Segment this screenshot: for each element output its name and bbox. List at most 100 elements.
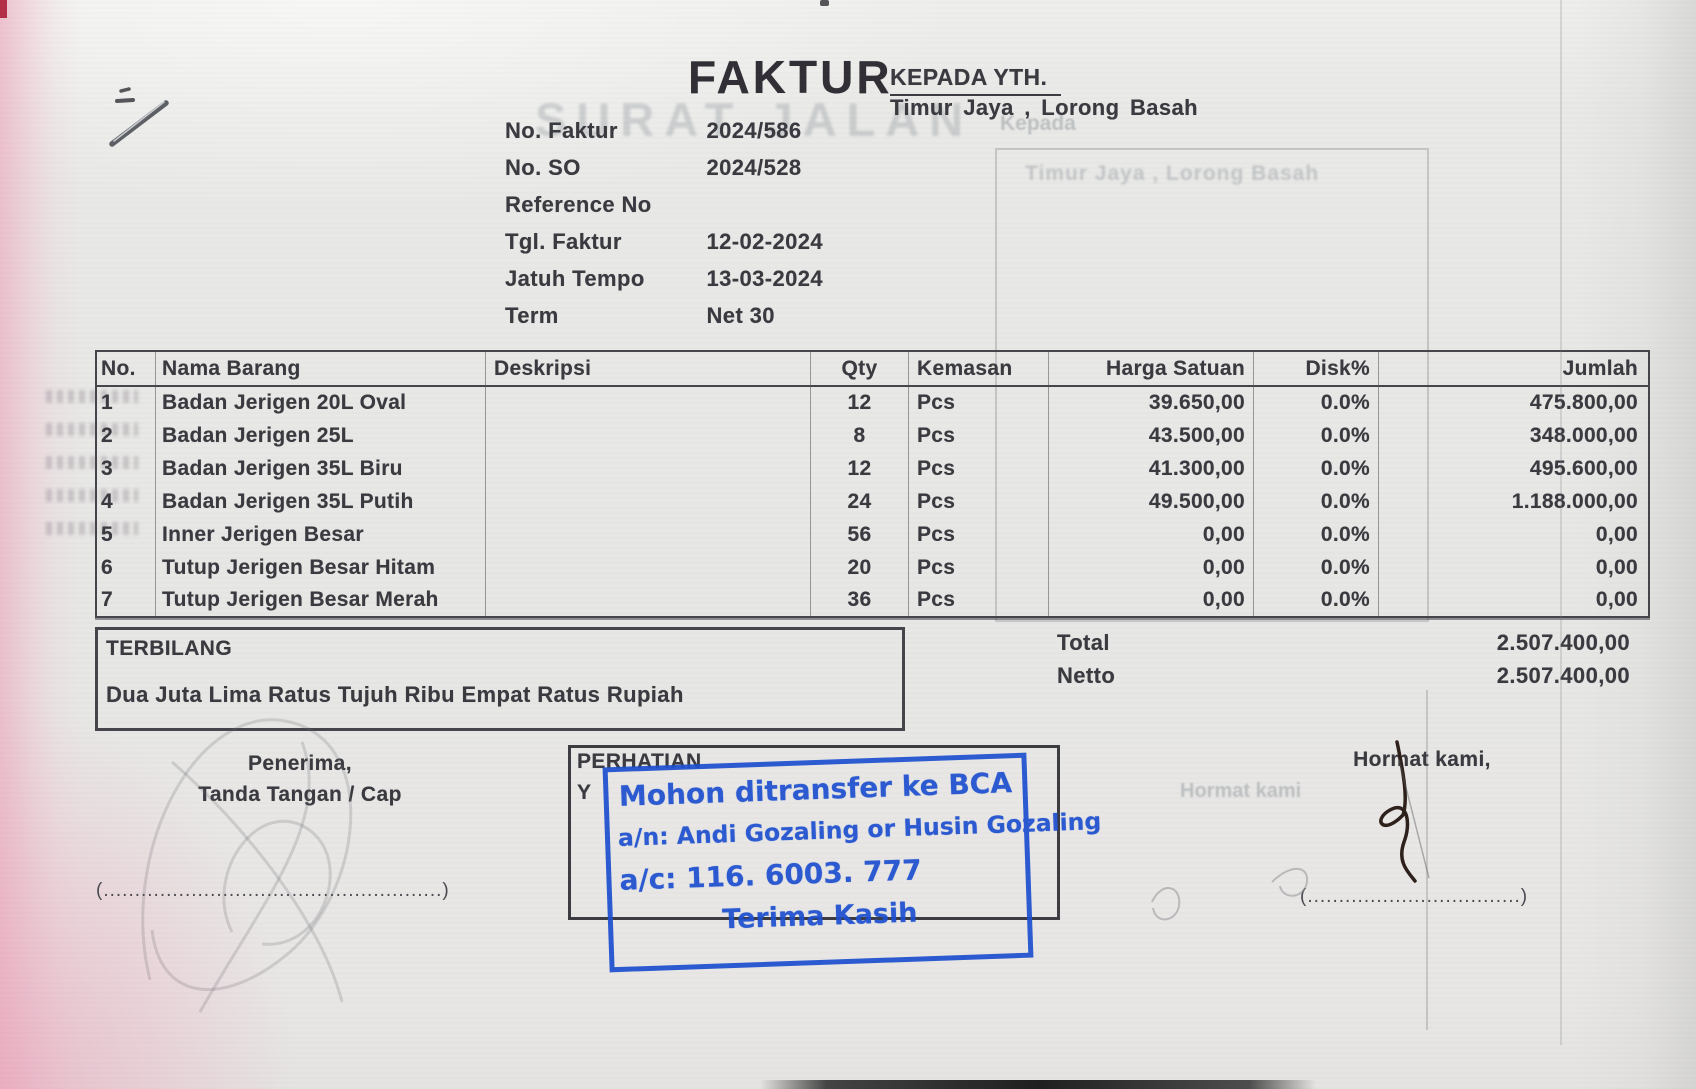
scan-bottom-edge (760, 1080, 1316, 1089)
table-cell: 24 (810, 485, 909, 518)
table-cell: Badan Jerigen 35L Putih (155, 485, 486, 518)
table-cell: 20 (810, 551, 909, 584)
stamp-line-account-number: a/c: 116. 6003. 777 (618, 853, 923, 897)
table-cell (485, 485, 811, 518)
scan-top-speck (820, 0, 829, 6)
table-cell: Pcs (908, 551, 1049, 584)
table-cell: Badan Jerigen 35L Biru (155, 452, 486, 485)
table-row: 1 Badan Jerigen 20L Oval 12 Pcs 39.650,00 0.0… (96, 386, 1649, 419)
table-cell: Inner Jerigen Besar (155, 518, 486, 551)
total-value: 2.507.400,00 (1496, 630, 1630, 655)
table-cell: 2 (101, 423, 113, 447)
meta-row-tgl-faktur: Tgl. Faktur 12-02-2024 (505, 229, 823, 266)
meta-row-jatuh-tempo: Jatuh Tempo 13-03-2024 (505, 266, 823, 303)
receiver-sublabel: Tanda Tangan / Cap (198, 783, 402, 806)
terbilang-amount-in-words: Dua Juta Lima Ratus Tujuh Ribu Empat Rat… (106, 682, 684, 707)
table-cell: Pcs (908, 386, 1049, 419)
table-cell (485, 419, 811, 452)
table-cell: Pcs (908, 419, 1049, 452)
table-cell: 36 (810, 584, 909, 617)
meta-row-no-faktur: No. Faktur 2024/586 (505, 118, 823, 155)
meta-value: 13-03-2024 (706, 266, 824, 291)
table-cell: 49.500,00 (1048, 485, 1254, 518)
column-header-kemasan: Kemasan (908, 351, 1049, 387)
netto-row: Netto 2.507.400,00 (1040, 663, 1640, 696)
table-cell: Badan Jerigen 25L (155, 419, 486, 452)
table-cell: 0.0% (1253, 386, 1379, 419)
table-cell: 0,00 (1048, 551, 1254, 584)
meta-label: Tgl. Faktur (505, 229, 622, 254)
staple-icon (109, 87, 169, 147)
table-row: 6 Tutup Jerigen Besar Hitam 20 Pcs 0,00 0.0% 0… (96, 551, 1649, 584)
meta-row-term: Term Net 30 (505, 303, 823, 340)
table-cell: 495.600,00 (1378, 452, 1649, 485)
scan-left-bottom-tint (0, 669, 320, 1089)
meta-value: Net 30 (706, 303, 775, 328)
meta-value: 2024/528 (706, 155, 802, 180)
meta-label: Jatuh Tempo (505, 266, 645, 291)
document-title: FAKTUR (688, 51, 893, 103)
netto-value: 2.507.400,00 (1496, 663, 1630, 688)
summary: Total 2.507.400,00 Netto 2.507.400,00 (1040, 630, 1640, 696)
stamp-line-account-name: a/n: Andi Gozaling or Husin Gozaling (617, 807, 1102, 852)
meta-value: 12-02-2024 (706, 229, 824, 254)
table-cell: 43.500,00 (1048, 419, 1254, 452)
table-cell: 1.188.000,00 (1378, 485, 1649, 518)
table-cell: 0,00 (1378, 584, 1649, 617)
table-cell: 8 (810, 419, 909, 452)
terbilang-box: TERBILANG Dua Juta Lima Ratus Tujuh Ribu… (95, 627, 905, 731)
table-cell: Tutup Jerigen Besar Merah (155, 584, 486, 617)
total-row: Total 2.507.400,00 (1040, 630, 1640, 663)
stamp-line-transfer: Mohon ditransfer ke BCA (618, 766, 1013, 813)
column-header-harga-satuan: Harga Satuan (1048, 351, 1254, 387)
meta-row-no-so: No. SO 2024/528 (505, 155, 823, 192)
sender-signature-line: (..................................) (1300, 886, 1529, 907)
table-cell: 0.0% (1253, 419, 1379, 452)
table-cell: 0.0% (1253, 485, 1379, 518)
column-header-qty: Qty (810, 351, 909, 387)
meta-row-reference-no: Reference No (505, 192, 823, 229)
recipient-name: Timur Jaya , Lorong Basah (890, 95, 1199, 120)
ghost-address-text: Timur Jaya , Lorong Basah (1025, 162, 1320, 185)
table-cell: 0.0% (1253, 584, 1379, 617)
table-cell: 0,00 (1378, 551, 1649, 584)
table-cell: Pcs (908, 518, 1049, 551)
table-cell: 39.650,00 (1048, 386, 1254, 419)
table-row: 2 Badan Jerigen 25L 8 Pcs 43.500,00 0.0% 348.0… (96, 419, 1649, 452)
scan-left-pink-edge (0, 0, 95, 1089)
table-cell: 0.0% (1253, 452, 1379, 485)
table-cell: 5 (101, 522, 113, 546)
meta-label: Reference No (505, 192, 652, 217)
column-header-nama-barang: Nama Barang (155, 351, 486, 387)
table-cell: 0.0% (1253, 551, 1379, 584)
scan-corner-mark (0, 0, 7, 18)
total-label: Total (1057, 630, 1110, 655)
items-table: No. Nama Barang Deskripsi Qty Kemasan Harga S… (95, 350, 1650, 618)
invoice-meta: No. Faktur 2024/586 No. SO 2024/528 Refe… (505, 118, 823, 340)
table-cell: 6 (101, 555, 113, 579)
table-cell: 4 (101, 489, 113, 513)
table-cell: Tutup Jerigen Besar Hitam (155, 551, 486, 584)
table-row: 5 Inner Jerigen Besar 56 Pcs 0,00 0.0% 0,00 (96, 518, 1649, 551)
table-cell: Pcs (908, 584, 1049, 617)
ghost-hormat-kami: Hormat kami (1180, 780, 1302, 802)
ghost-scribble (1151, 867, 1309, 921)
attention-label: PERHATIAN (577, 750, 702, 773)
column-header-deskripsi: Deskripsi (485, 351, 811, 387)
attention-partial-text: Y (577, 781, 592, 804)
table-cell: 12 (810, 386, 909, 419)
table-row: 4 Badan Jerigen 35L Putih 24 Pcs 49.500,00 0.… (96, 485, 1649, 518)
netto-label: Netto (1057, 663, 1116, 688)
sender-signature-block: Hormat kami, (1332, 748, 1512, 772)
table-cell: 41.300,00 (1048, 452, 1254, 485)
table-cell: 475.800,00 (1378, 386, 1649, 419)
table-cell (485, 386, 811, 419)
stamp-line-thanks: Terima Kasih (721, 897, 918, 936)
table-cell: Pcs (908, 485, 1049, 518)
table-cell: 3 (101, 456, 113, 480)
meta-label: Term (505, 303, 559, 328)
table-cell: 348.000,00 (1378, 419, 1649, 452)
table-cell: 0,00 (1048, 518, 1254, 551)
column-header-no-: No. (96, 351, 156, 387)
